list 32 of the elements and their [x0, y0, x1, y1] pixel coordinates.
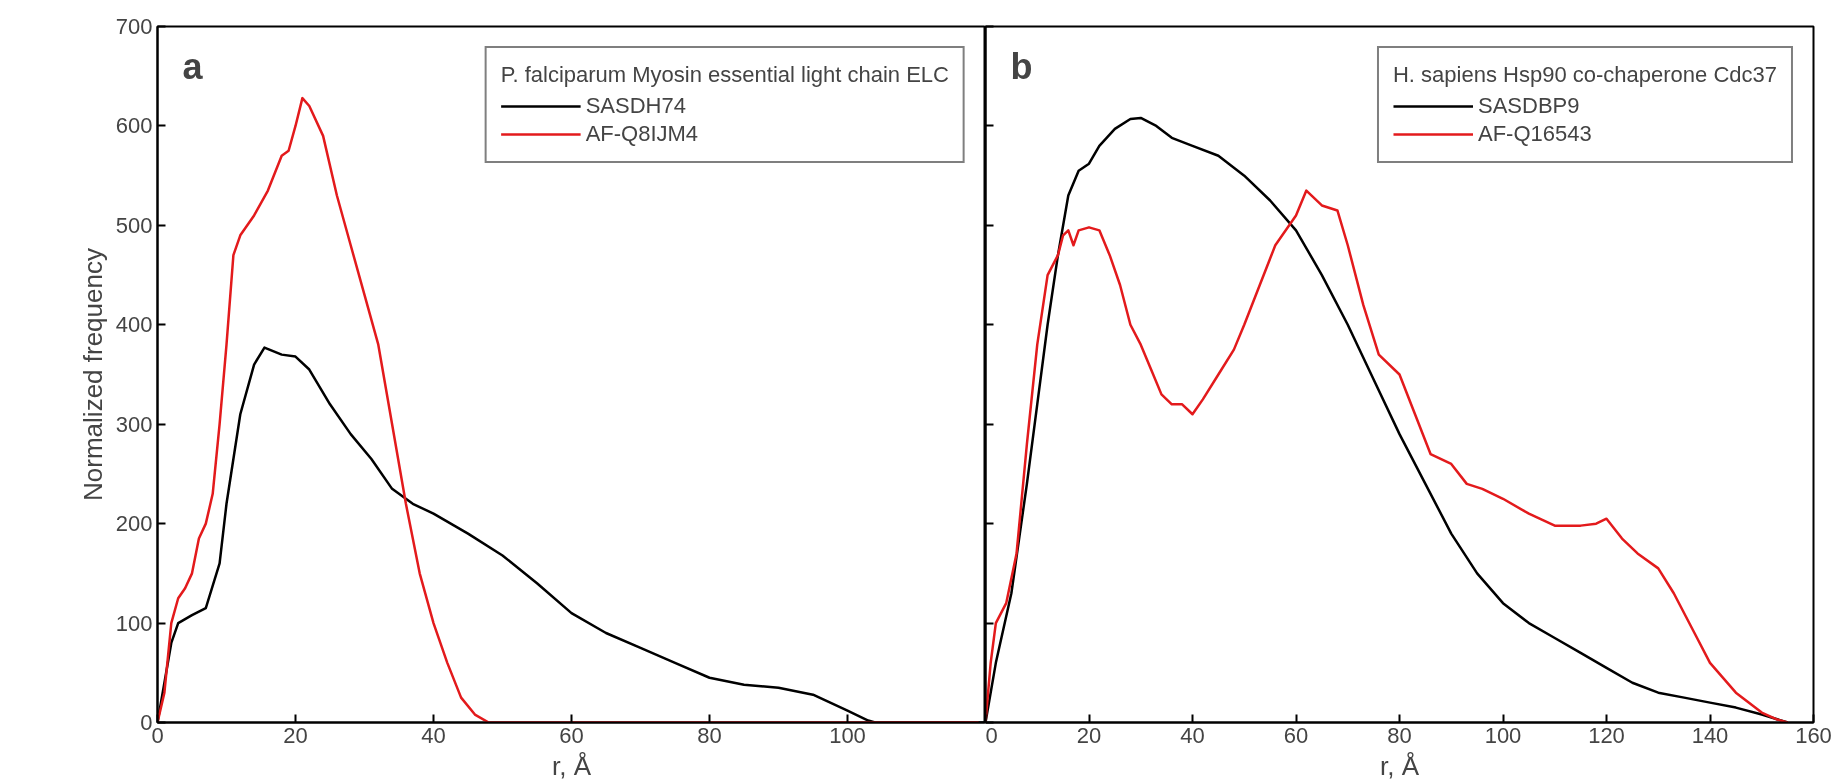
- legend-label: SASDBP9: [1477, 93, 1580, 119]
- x-tick-label: 0: [985, 722, 998, 748]
- y-tick-label: 500: [115, 212, 153, 238]
- y-axis-title: Normalized frequency: [77, 248, 108, 501]
- x-tick-label: 60: [559, 722, 584, 748]
- x-axis-title: r, Å: [551, 750, 592, 781]
- x-tick-label: 20: [1076, 722, 1102, 748]
- y-tick-label: 600: [115, 113, 153, 139]
- legend-label: SASDH74: [585, 93, 686, 119]
- x-tick-label: 160: [1795, 722, 1832, 748]
- x-tick-label: 60: [1283, 722, 1309, 748]
- y-tick-label: 300: [115, 411, 153, 437]
- x-axis-title: r, Å: [1379, 750, 1420, 781]
- x-tick-label: 40: [1180, 722, 1205, 748]
- text: a: [182, 45, 204, 87]
- text: b: [1010, 45, 1033, 87]
- x-tick-label: 80: [1387, 722, 1412, 748]
- x-tick-label: 140: [1691, 722, 1729, 748]
- x-tick-label: 100: [1484, 722, 1522, 748]
- x-tick-label: 100: [829, 722, 866, 748]
- x-tick-label: 80: [697, 722, 722, 748]
- y-tick-label: 700: [115, 14, 153, 39]
- x-tick-label: 40: [421, 722, 446, 748]
- x-tick-label: 20: [283, 722, 308, 748]
- y-tick-label: 400: [115, 312, 153, 338]
- legend-label: AF-Q8IJM4: [585, 121, 699, 147]
- y-tick-label: 200: [115, 511, 153, 537]
- y-tick-label: 100: [115, 610, 153, 636]
- legend-title: P. falciparum Myosin essential light chain ELC: [500, 62, 949, 88]
- legend-label: AF-Q16543: [1477, 121, 1592, 147]
- legend-title: H. sapiens Hsp90 co-chaperone Cdc37: [1392, 62, 1777, 88]
- x-tick-label: 120: [1588, 722, 1625, 748]
